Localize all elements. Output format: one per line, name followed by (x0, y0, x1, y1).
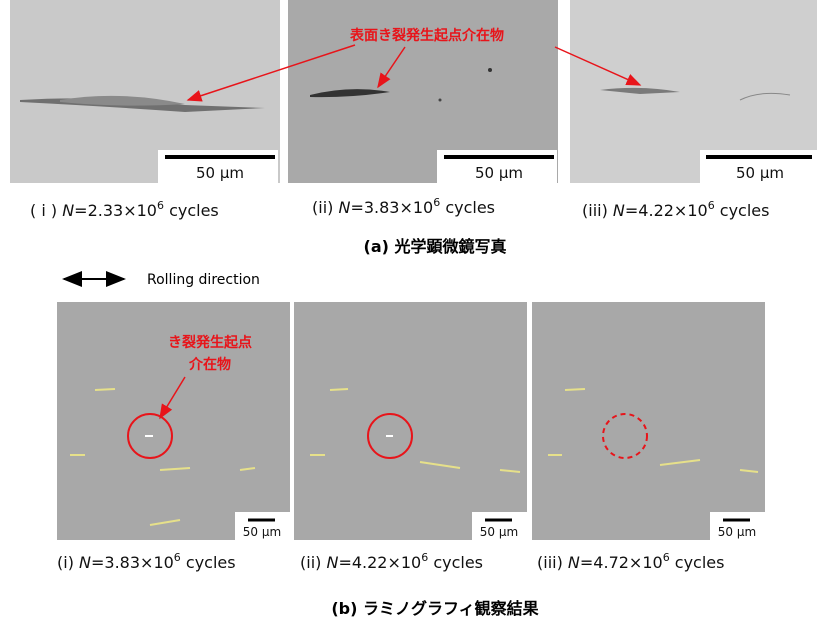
direction-label: Rolling direction (147, 272, 260, 288)
text-part: N (62, 201, 74, 220)
text-part: (i) (57, 553, 74, 572)
caption: ( i ) N=2.33×106 cycles (ii) N=3.83×106 … (30, 191, 769, 220)
text-part: ( i ) (30, 201, 57, 220)
annotation: 表面き裂発生起点介在物 (349, 27, 504, 44)
text-part: N (326, 553, 338, 572)
text-part: N (613, 201, 625, 220)
text-part: 6 (421, 551, 428, 564)
text-part: 6 (433, 196, 440, 209)
text-part: cycles (445, 198, 495, 217)
text-part: (ii) (300, 553, 321, 572)
figure: 50 μm 50 μm 50 μm 表面き裂発生起点介在物 ( i ) N=2.… (0, 0, 817, 621)
caption: (i) N=3.83×106 cycles (ii) N=4.22×106 cy… (57, 546, 724, 572)
text-part: N (568, 553, 580, 572)
text-part: N (338, 198, 350, 217)
scale-label: 50 μm (480, 525, 518, 539)
text-part: 6 (663, 551, 670, 564)
scale-label: 50 μm (196, 164, 244, 182)
laminography-image (294, 302, 527, 540)
text-part: =4.22×10 (625, 201, 708, 220)
scale-label: 50 μm (718, 525, 756, 539)
svg-text:(iii) N=4.72×106 cycles: (iii) N=4.72×106 cycles (537, 546, 724, 572)
text-part: (ii) (312, 198, 333, 217)
panel-title: (a) 光学顕微鏡写真 (364, 237, 507, 256)
scale-bar: 50 μm (472, 512, 527, 540)
text-part: 介在物 (188, 356, 231, 373)
text-part: 6 (708, 199, 715, 212)
text-part: =3.83×10 (91, 553, 174, 572)
scale-bar: 50 μm (710, 512, 765, 540)
svg-text:(i) N=3.83×106 cycles: (i) N=3.83×106 cycles (57, 546, 236, 572)
scale-bar: 50 μm (700, 150, 817, 183)
text-part: 6 (157, 199, 164, 212)
scale-bar: 50 μm (437, 150, 557, 183)
scale-label: 50 μm (736, 164, 784, 182)
svg-text:(iii) N=4.22×106 cycles: (iii) N=4.22×106 cycles (582, 194, 769, 220)
text-part: き裂発生起点 (168, 334, 252, 351)
panel-title: (b) ラミノグラフィ観察結果 (331, 599, 538, 618)
text-part: cycles (186, 553, 236, 572)
text-part: =4.72×10 (580, 553, 663, 572)
scale-label: 50 μm (243, 525, 281, 539)
laminography-image (532, 302, 765, 540)
scale-bar: 50 μm (235, 512, 290, 540)
svg-text:(ii) N=3.83×106 cycles: (ii) N=3.83×106 cycles (312, 191, 495, 217)
text-part: =2.33×10 (74, 201, 157, 220)
scale-bar: 50 μm (158, 150, 278, 183)
text-part: cycles (169, 201, 219, 220)
text-part: =4.22×10 (338, 553, 421, 572)
text-part: (iii) (537, 553, 563, 572)
scale-label: 50 μm (475, 164, 523, 182)
svg-text:(ii) N=4.22×106 cycles: (ii) N=4.22×106 cycles (300, 546, 483, 572)
text-part: 6 (174, 551, 181, 564)
text-part: =3.83×10 (350, 198, 433, 217)
text-part: cycles (720, 201, 770, 220)
svg-text:( i ) N=2.33×106 cycles: ( i ) N=2.33×106 cycles (30, 194, 219, 220)
text-part: cycles (675, 553, 725, 572)
text-part: (iii) (582, 201, 608, 220)
text-part: cycles (433, 553, 483, 572)
text-part: N (79, 553, 91, 572)
